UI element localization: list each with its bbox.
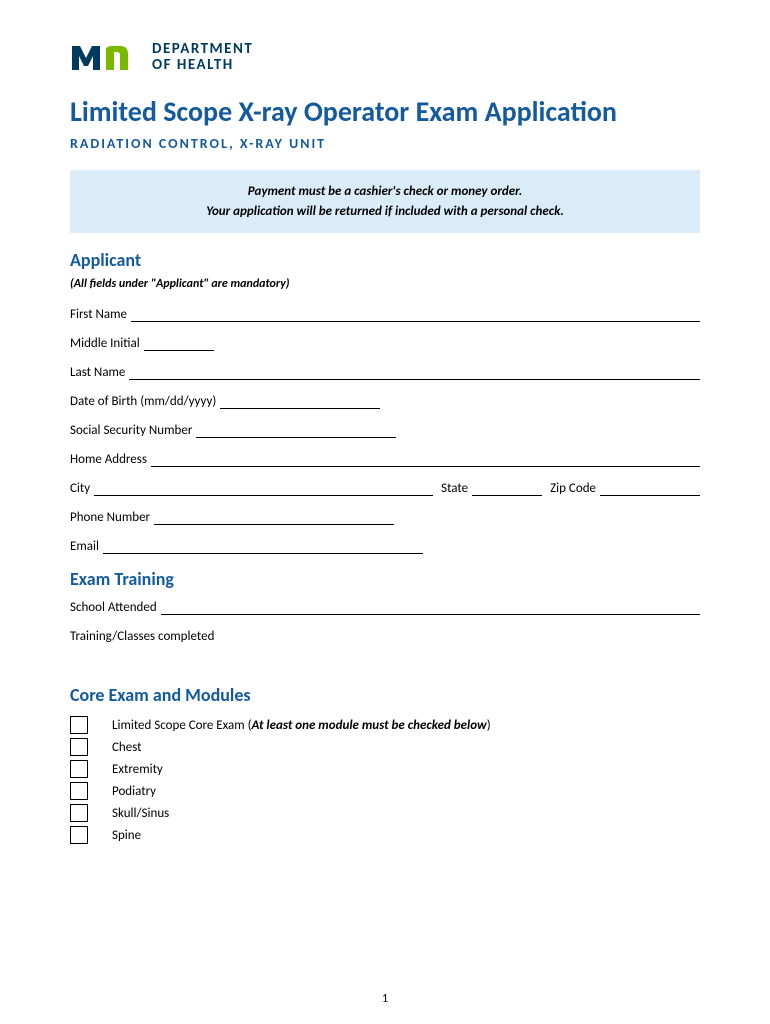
module-chest-row: Chest xyxy=(70,738,700,756)
state-label: State xyxy=(441,481,472,496)
email-label: Email xyxy=(70,539,103,554)
core-exam-checkbox[interactable] xyxy=(70,716,88,734)
address-label: Home Address xyxy=(70,452,151,467)
city-line[interactable] xyxy=(94,482,433,496)
first-name-label: First Name xyxy=(70,307,131,322)
module-podiatry-row: Podiatry xyxy=(70,782,700,800)
email-line[interactable] xyxy=(103,540,423,554)
page-subtitle: RADIATION CONTROL, X-RAY UNIT xyxy=(70,135,700,152)
module-skull-label: Skull/Sinus xyxy=(112,806,169,821)
logo-header: DEPARTMENT OF HEALTH xyxy=(70,40,700,74)
module-extremity-checkbox[interactable] xyxy=(70,760,88,778)
dept-line1: DEPARTMENT xyxy=(152,41,253,58)
dob-field[interactable]: Date of Birth (mm/dd/yyyy) xyxy=(70,394,700,409)
school-label: School Attended xyxy=(70,600,161,615)
module-chest-label: Chest xyxy=(112,740,142,755)
middle-initial-label: Middle Initial xyxy=(70,336,144,351)
notice-line2: Your application will be returned if inc… xyxy=(90,202,680,222)
core-prefix: Limited Scope Core Exam ( xyxy=(112,718,252,733)
dob-label: Date of Birth (mm/dd/yyyy) xyxy=(70,394,220,409)
module-skull-checkbox[interactable] xyxy=(70,804,88,822)
payment-notice: Payment must be a cashier's check or mon… xyxy=(70,170,700,233)
core-exam-label: Limited Scope Core Exam (At least one mo… xyxy=(112,718,491,733)
module-chest-checkbox[interactable] xyxy=(70,738,88,756)
module-spine-row: Spine xyxy=(70,826,700,844)
module-podiatry-checkbox[interactable] xyxy=(70,782,88,800)
ssn-line[interactable] xyxy=(196,424,396,438)
first-name-field[interactable]: First Name xyxy=(70,307,700,322)
school-field[interactable]: School Attended xyxy=(70,600,700,615)
city-label: City xyxy=(70,481,94,496)
middle-initial-field[interactable]: Middle Initial xyxy=(70,336,700,351)
module-skull-row: Skull/Sinus xyxy=(70,804,700,822)
modules-heading: Core Exam and Modules xyxy=(70,684,700,706)
training-heading: Exam Training xyxy=(70,568,700,590)
module-spine-label: Spine xyxy=(112,828,141,843)
ssn-field[interactable]: Social Security Number xyxy=(70,423,700,438)
email-field[interactable]: Email xyxy=(70,539,700,554)
city-state-zip-row: City State Zip Code xyxy=(70,481,700,496)
dob-line[interactable] xyxy=(220,395,380,409)
middle-initial-line[interactable] xyxy=(144,337,214,351)
school-line[interactable] xyxy=(161,601,700,615)
module-spine-checkbox[interactable] xyxy=(70,826,88,844)
dept-line2: OF HEALTH xyxy=(152,57,253,74)
training-completed-label: Training/Classes completed xyxy=(70,629,700,644)
mn-logo-icon xyxy=(70,40,142,74)
notice-line1: Payment must be a cashier's check or mon… xyxy=(90,182,680,202)
applicant-heading: Applicant xyxy=(70,249,700,271)
core-suffix: ) xyxy=(487,718,491,733)
ssn-label: Social Security Number xyxy=(70,423,196,438)
core-exam-row: Limited Scope Core Exam (At least one mo… xyxy=(70,716,700,734)
page-number: 1 xyxy=(0,992,770,1006)
phone-line[interactable] xyxy=(154,511,394,525)
phone-label: Phone Number xyxy=(70,510,154,525)
core-bold: At least one module must be checked belo… xyxy=(252,718,487,733)
phone-field[interactable]: Phone Number xyxy=(70,510,700,525)
zip-line[interactable] xyxy=(600,482,700,496)
address-line[interactable] xyxy=(151,453,700,467)
address-field[interactable]: Home Address xyxy=(70,452,700,467)
last-name-label: Last Name xyxy=(70,365,129,380)
page-title: Limited Scope X-ray Operator Exam Applic… xyxy=(70,94,700,129)
last-name-line[interactable] xyxy=(129,366,700,380)
first-name-line[interactable] xyxy=(131,308,700,322)
module-extremity-row: Extremity xyxy=(70,760,700,778)
zip-label: Zip Code xyxy=(550,481,600,496)
mandatory-note: (All fields under "Applicant" are mandat… xyxy=(70,277,700,291)
module-podiatry-label: Podiatry xyxy=(112,784,156,799)
last-name-field[interactable]: Last Name xyxy=(70,365,700,380)
module-extremity-label: Extremity xyxy=(112,762,163,777)
dept-name: DEPARTMENT OF HEALTH xyxy=(152,41,253,74)
state-line[interactable] xyxy=(472,482,542,496)
